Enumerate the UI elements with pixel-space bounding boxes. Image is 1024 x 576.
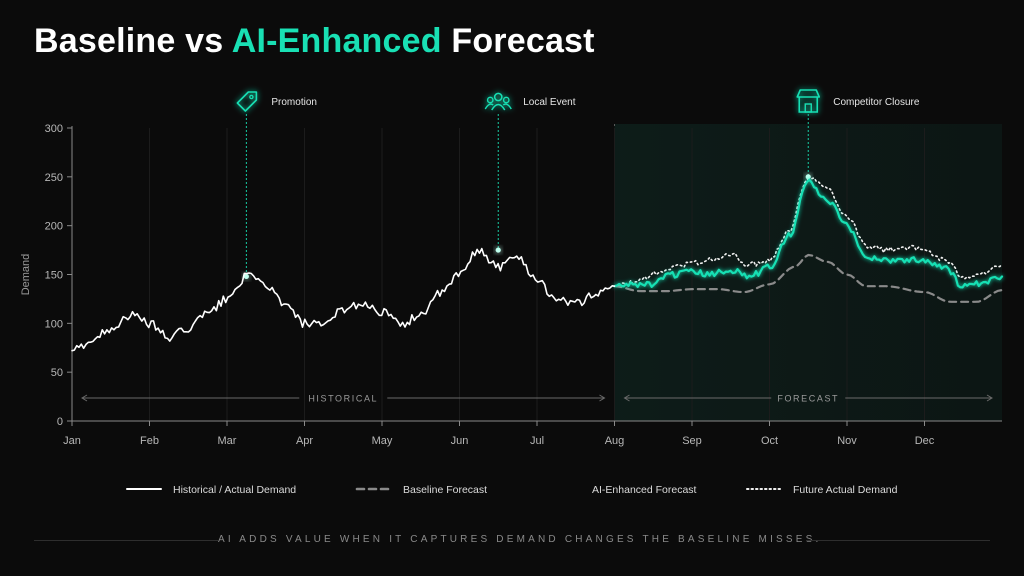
chart-legend-layer: Historical / Actual Demand Baseline Forec… xyxy=(126,484,898,496)
x-tick-label: Oct xyxy=(761,435,778,447)
event-label: Competitor Closure xyxy=(833,97,920,108)
y-tick-label: 250 xyxy=(45,172,63,184)
legend-item-2: Baseline Forecast xyxy=(355,484,487,496)
region-forecast-label: FORECAST xyxy=(777,394,839,404)
y-tick-label: 50 xyxy=(51,367,63,379)
x-tick-label: Aug xyxy=(605,435,625,447)
chart-events-layer: Promotion Local Event Competitor Closure xyxy=(236,89,920,280)
event-competitor-closure: Competitor Closure xyxy=(796,89,920,180)
person-right-body xyxy=(502,103,512,110)
x-tick-label: Jun xyxy=(451,435,469,447)
region-historical-label: HISTORICAL xyxy=(308,394,378,404)
event-marker-dot xyxy=(805,174,811,180)
person-right-head xyxy=(502,96,510,104)
footer-rule-right xyxy=(806,540,990,541)
event-label: Local Event xyxy=(523,97,575,108)
legend-item-1: Historical / Actual Demand xyxy=(126,484,296,496)
x-tick-label: Dec xyxy=(915,435,935,447)
chart-series-layer xyxy=(71,177,1004,352)
event-local-event: Local Event xyxy=(484,92,576,253)
y-tick-label: 300 xyxy=(45,123,63,135)
x-tick-label: Sep xyxy=(682,435,702,447)
x-tick-label: Mar xyxy=(218,435,237,447)
chart-grid-layer xyxy=(149,128,925,421)
chart-axes-layer: 0 50 100 150 200 250 300 Jan Feb Mar Apr May Jun Jul A… xyxy=(20,123,1002,447)
person-center-body xyxy=(491,103,506,111)
legend-item-4: Future Actual Demand xyxy=(746,484,898,496)
tag-outline xyxy=(236,91,258,112)
legend-label: Future Actual Demand xyxy=(793,484,898,496)
y-tick-label: 200 xyxy=(45,221,63,233)
region-forecast-arrowhead-left xyxy=(623,394,630,402)
y-tick-label: 0 xyxy=(57,416,63,428)
person-left-body xyxy=(484,103,494,110)
title-part2: Forecast xyxy=(441,22,595,60)
page-title: Baseline vs AI-Enhanced Forecast xyxy=(34,22,595,61)
event-label: Promotion xyxy=(271,97,317,108)
footer: AI ADDS VALUE WHEN IT CAPTURES DEMAND CH… xyxy=(0,534,1024,548)
person-center-head xyxy=(493,92,503,102)
person-left-head xyxy=(486,96,494,104)
legend-item-3: AI-Enhanced Forecast xyxy=(544,484,697,496)
y-tick-label: 150 xyxy=(45,270,63,282)
series-ai-enhanced-forecast xyxy=(613,178,1004,289)
series-baseline-forecast xyxy=(613,253,1004,303)
store-door xyxy=(804,103,812,113)
store-icon xyxy=(796,89,821,113)
footer-rule-left xyxy=(34,540,218,541)
x-tick-label: Jul xyxy=(530,435,544,447)
region-historical-arrowhead-left xyxy=(81,394,88,402)
legend-label: AI-Enhanced Forecast xyxy=(592,484,697,496)
title-accent: AI-Enhanced xyxy=(231,22,442,60)
event-marker-dot xyxy=(243,273,249,280)
people-icon xyxy=(484,92,512,111)
x-tick-label: May xyxy=(372,435,393,447)
event-promotion: Promotion xyxy=(236,91,317,280)
region-historical-arrowhead-right xyxy=(599,394,606,402)
chart-regions-layer: HISTORICAL FORECAST xyxy=(81,394,993,404)
series-historical-actual-demand xyxy=(71,247,616,352)
tag-hole xyxy=(249,94,254,100)
title-part1: Baseline vs xyxy=(34,22,232,60)
tag-icon xyxy=(236,91,258,112)
y-axis-label: Demand xyxy=(20,254,32,296)
event-marker-dot xyxy=(495,247,501,253)
region-forecast-arrowhead-right xyxy=(986,394,993,402)
x-tick-label: Feb xyxy=(140,435,159,447)
footer-caption: AI ADDS VALUE WHEN IT CAPTURES DEMAND CH… xyxy=(218,534,822,545)
x-tick-label: Apr xyxy=(296,435,313,447)
y-tick-label: 100 xyxy=(45,318,63,330)
legend-label: Baseline Forecast xyxy=(403,484,487,496)
store-awning xyxy=(796,89,821,98)
x-tick-label: Nov xyxy=(837,435,857,447)
legend-label: Historical / Actual Demand xyxy=(173,484,296,496)
x-tick-label: Jan xyxy=(63,435,81,447)
